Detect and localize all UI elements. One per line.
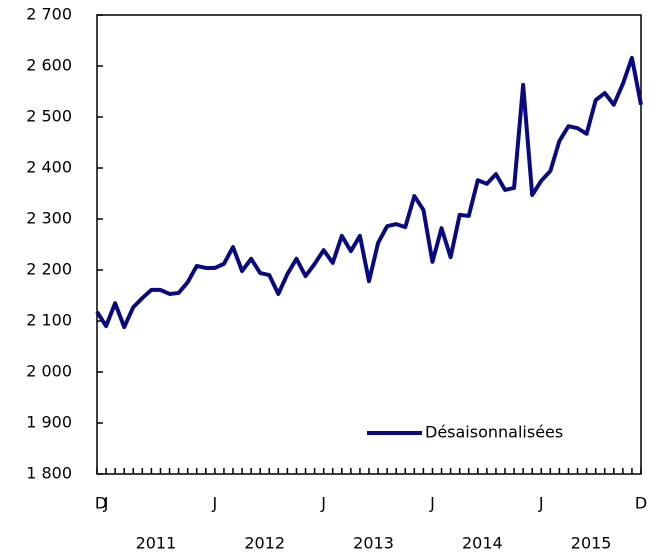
x-tick-label: J [103, 494, 109, 513]
y-tick-label: 2 500 [26, 107, 72, 126]
series-line [95, 55, 643, 330]
x-tick-label: D [635, 494, 647, 513]
plot-frame [96, 14, 642, 475]
y-tick-label: 1 900 [26, 413, 72, 432]
x-tick-label: J [429, 494, 435, 513]
year-label: 2015 [571, 534, 612, 553]
y-tick-label: 2 100 [26, 311, 72, 330]
legend-label: Désaisonnalisées [425, 423, 563, 442]
x-tick-label: J [212, 494, 218, 513]
year-label: 2013 [353, 534, 394, 553]
x-tick-label: J [320, 494, 326, 513]
y-tick-label: 2 400 [26, 158, 72, 177]
y-tick-label: 2 700 [26, 5, 72, 24]
year-label: 2011 [136, 534, 177, 553]
y-tick-label: 1 800 [26, 464, 72, 483]
x-tick-label: J [538, 494, 544, 513]
y-tick-label: 2 200 [26, 260, 72, 279]
x-tick-label: D [95, 494, 107, 513]
y-tick-label: 2 000 [26, 362, 72, 381]
y-tick-label: 2 300 [26, 209, 72, 228]
y-tick-label: 2 600 [26, 56, 72, 75]
year-label: 2014 [462, 534, 503, 553]
year-label: 2012 [244, 534, 285, 553]
